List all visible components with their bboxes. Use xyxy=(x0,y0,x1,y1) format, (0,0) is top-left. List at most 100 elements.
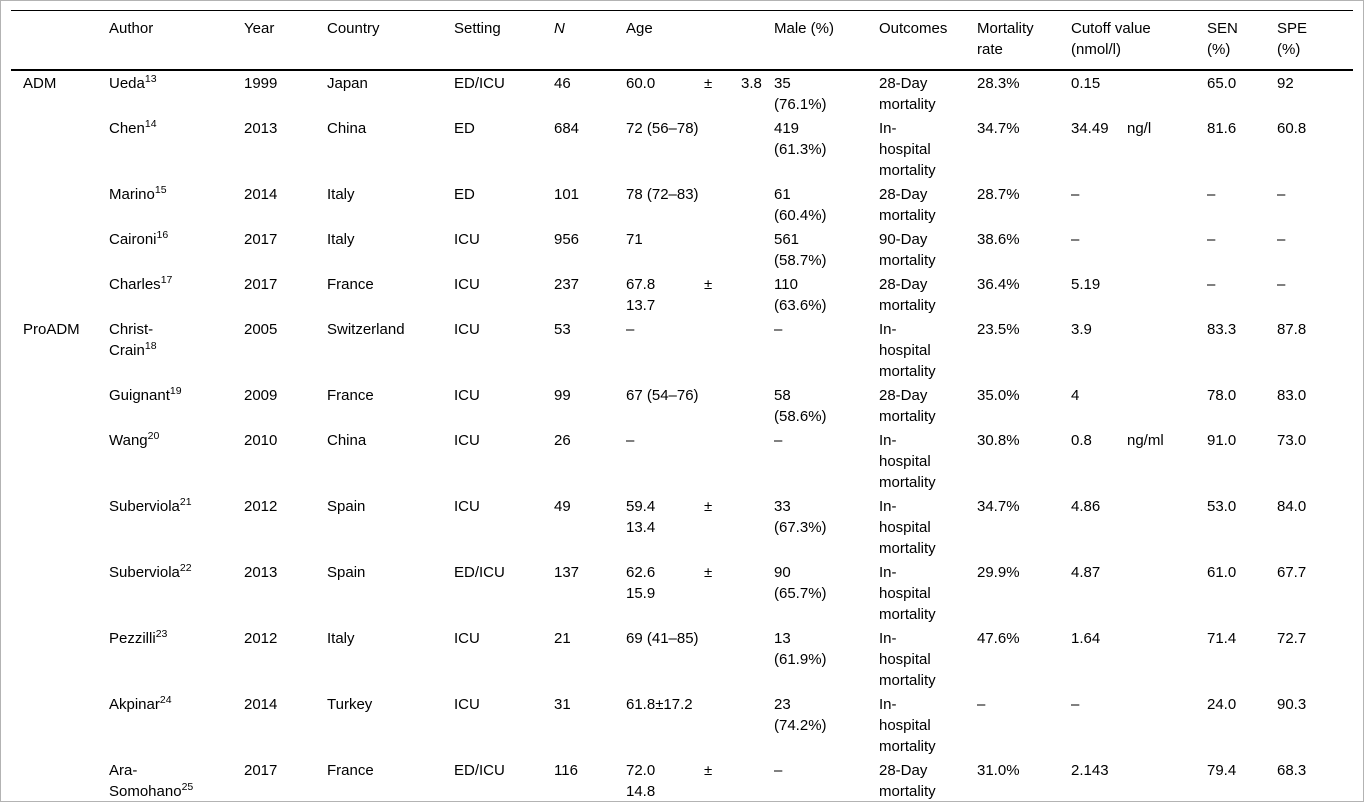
year-cell: 1999 xyxy=(244,75,278,92)
age-value: 78 (72–83) xyxy=(626,186,699,203)
cutoff-cell: – xyxy=(1071,692,1207,758)
setting-cell: ICU xyxy=(454,696,480,713)
setting-cell: ICU xyxy=(454,276,480,293)
age-cell: 67.8 ±13.7 xyxy=(626,272,774,317)
setting-cell: ED xyxy=(454,186,475,203)
mortality-rate-cell: 28.3% xyxy=(977,75,1020,92)
male-cell: 61 (60.4%) xyxy=(774,186,827,224)
year-cell: 2012 xyxy=(244,630,278,647)
plus-minus-sign: ± xyxy=(704,498,713,515)
setting-cell: ICU xyxy=(454,231,480,248)
age-cell: 72 (56–78) xyxy=(626,116,774,182)
col-header-spe: SPE (%) xyxy=(1277,10,1353,71)
author-ref-number: 17 xyxy=(160,274,173,286)
col-header-author: Author xyxy=(109,10,244,71)
group-cell xyxy=(11,272,109,317)
mortality-rate-cell: 47.6% xyxy=(977,630,1020,647)
author-name: Wang xyxy=(109,432,148,449)
spe-cell: 84.0 xyxy=(1277,498,1307,515)
col-header-setting: Setting xyxy=(454,10,554,71)
table-body: ADM Ueda13 1999 Japan ED/ICU 46 60.0 ±3.8 35 (76… xyxy=(11,70,1353,801)
sen-cell: 83.3 xyxy=(1207,321,1237,338)
country-cell: Switzerland xyxy=(327,321,405,338)
setting-cell: ICU xyxy=(454,387,480,404)
cutoff-cell: – xyxy=(1071,182,1207,227)
cutoff-cell: 0.8 ng/ml xyxy=(1071,428,1207,494)
country-cell: China xyxy=(327,432,367,449)
sen-cell: 79.4 xyxy=(1207,762,1237,779)
table-row: ProADM Christ- Crain18 2005 Switzerland ICU 5… xyxy=(11,317,1353,383)
male-cell: 35 (76.1%) xyxy=(774,75,827,113)
n-cell: 101 xyxy=(554,186,580,203)
mortality-rate-cell: – xyxy=(977,696,986,713)
table-row: Suberviola22 2013 Spain ED/ICU 137 62.6 ±15.9 9… xyxy=(11,560,1353,626)
age-cell: 59.4 ±13.4 xyxy=(626,494,774,560)
col-header-mortality-rate: Mortality rate xyxy=(977,10,1071,71)
mortality-rate-cell: 28.7% xyxy=(977,186,1020,203)
cutoff-cell: 2.143 xyxy=(1071,758,1207,801)
age-value: 62.6 xyxy=(626,564,656,581)
spe-cell: 67.7 xyxy=(1277,564,1307,581)
cutoff-cell: 4 xyxy=(1071,383,1207,428)
age-value: 72 (56–78) xyxy=(626,120,699,137)
spe-cell: – xyxy=(1277,276,1286,293)
setting-cell: ICU xyxy=(454,630,480,647)
author-ref-number: 21 xyxy=(179,496,192,508)
n-cell: 684 xyxy=(554,120,580,137)
table-row: Caironi16 2017 Italy ICU 956 71 561 (58.7%) 90-… xyxy=(11,227,1353,272)
age-cell: 78 (72–83) xyxy=(626,182,774,227)
age-sd-value: 3.8 xyxy=(741,75,762,92)
group-cell: ADM xyxy=(23,75,57,92)
country-cell: Japan xyxy=(327,75,368,92)
group-cell xyxy=(11,227,109,272)
author-ref-number: 25 xyxy=(181,781,194,793)
setting-cell: ED/ICU xyxy=(454,564,505,581)
author-cell: Ara- Somohano25 xyxy=(109,758,244,801)
cutoff-cell: 4.87 xyxy=(1071,560,1207,626)
age-value: 72.0 xyxy=(626,762,656,779)
author-name: Ueda xyxy=(109,75,145,92)
group-cell xyxy=(11,692,109,758)
cutoff-unit: ng/l xyxy=(1127,120,1152,137)
spe-cell: – xyxy=(1277,231,1286,248)
age-sd-value: 13.7 xyxy=(626,297,656,314)
author-ref-number: 16 xyxy=(156,229,169,241)
year-cell: 2009 xyxy=(244,387,278,404)
author-cell: Pezzilli23 xyxy=(109,626,244,692)
author-name: Akpinar xyxy=(109,696,160,713)
year-cell: 2017 xyxy=(244,231,278,248)
spe-cell: 73.0 xyxy=(1277,432,1307,449)
age-value: – xyxy=(626,432,635,449)
age-cell: 60.0 ±3.8 xyxy=(626,70,774,116)
table-row: Wang20 2010 China ICU 26– – In- hospital morta… xyxy=(11,428,1353,494)
studies-summary-table: Author Year Country Setting N Age Male (… xyxy=(11,10,1353,801)
sen-cell: 53.0 xyxy=(1207,498,1237,515)
cutoff-cell: 3.9 xyxy=(1071,317,1207,383)
country-cell: Turkey xyxy=(327,696,373,713)
year-cell: 2014 xyxy=(244,696,278,713)
n-cell: 49 xyxy=(554,498,571,515)
header-row: Author Year Country Setting N Age Male (… xyxy=(11,10,1353,71)
sen-cell: 71.4 xyxy=(1207,630,1237,647)
n-cell: 237 xyxy=(554,276,580,293)
year-cell: 2017 xyxy=(244,276,278,293)
mortality-rate-cell: 38.6% xyxy=(977,231,1020,248)
mortality-rate-cell: 34.7% xyxy=(977,498,1020,515)
group-cell xyxy=(11,116,109,182)
author-ref-number: 18 xyxy=(144,340,157,352)
setting-cell: ED xyxy=(454,120,475,137)
age-value: – xyxy=(626,321,635,338)
age-cell: – xyxy=(626,317,774,383)
table-row: Chen14 2013 China ED 684 72 (56–78) 419 (61.3%… xyxy=(11,116,1353,182)
cutoff-value: 34.49 xyxy=(1071,120,1109,137)
author-cell: Akpinar24 xyxy=(109,692,244,758)
country-cell: Italy xyxy=(327,231,355,248)
author-cell: Christ- Crain18 xyxy=(109,317,244,383)
male-cell: – xyxy=(774,762,783,779)
table-row: Akpinar24 2014 Turkey ICU 31 61.8±17.2 23 (74.… xyxy=(11,692,1353,758)
year-cell: 2013 xyxy=(244,564,278,581)
spe-cell: – xyxy=(1277,186,1286,203)
col-header-outcomes: Outcomes xyxy=(879,10,977,71)
sen-cell: – xyxy=(1207,276,1216,293)
